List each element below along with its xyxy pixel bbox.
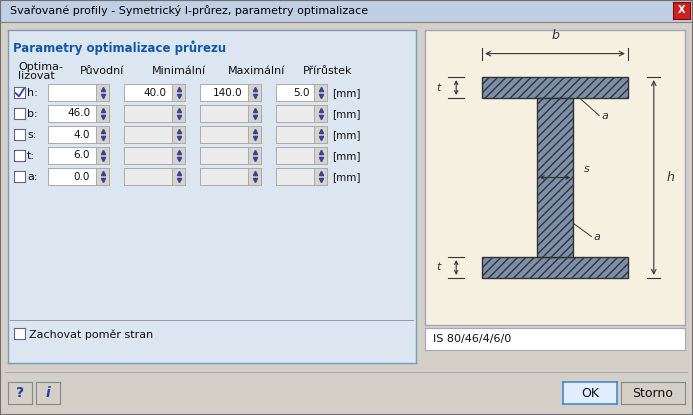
Bar [482,77,628,98]
Text: b:: b: [27,109,37,119]
Text: IS 80/46/4/6/0: IS 80/46/4/6/0 [433,334,511,344]
Text: a: a [602,110,608,120]
Text: [mm]: [mm] [332,88,360,98]
Text: lizovat: lizovat [18,71,55,81]
Text: i: i [46,386,51,400]
Bar [537,98,573,257]
Text: OK: OK [581,386,599,400]
Text: X: X [678,5,685,15]
Text: s:: s: [27,130,36,140]
Text: 5.0: 5.0 [293,88,310,98]
Text: [mm]: [mm] [332,130,360,140]
Bar [482,257,628,278]
Text: Původní: Původní [80,66,124,76]
Text: 6.0: 6.0 [73,151,90,161]
Text: 40.0: 40.0 [143,88,166,98]
Text: Maximální: Maximální [228,66,286,76]
Text: h:: h: [27,88,37,98]
Text: b: b [551,29,559,42]
Text: [mm]: [mm] [332,109,360,119]
Text: Optima-: Optima- [18,62,63,72]
Text: 46.0: 46.0 [67,108,90,119]
Text: Zachovat poměr stran: Zachovat poměr stran [29,329,153,339]
Text: ?: ? [16,386,24,400]
Text: Minimální: Minimální [152,66,206,76]
Text: 0.0: 0.0 [74,171,90,181]
Text: 4.0: 4.0 [73,129,90,139]
Text: h: h [667,171,675,184]
Text: a:: a: [27,172,37,182]
Text: [mm]: [mm] [332,172,360,182]
Text: t:: t: [27,151,35,161]
Text: s: s [584,164,589,173]
Text: a: a [594,232,601,242]
Text: Svařované profily - Symetrický I-průrez, parametry optimalizace: Svařované profily - Symetrický I-průrez,… [10,5,369,17]
Text: Přírůstek: Přírůstek [303,66,353,76]
Text: t: t [436,83,440,93]
Text: Parametry optimalizace průrezu: Parametry optimalizace průrezu [13,40,226,54]
Text: Storno: Storno [633,386,674,400]
Text: 140.0: 140.0 [213,88,243,98]
Text: [mm]: [mm] [332,151,360,161]
Text: t: t [436,262,440,273]
